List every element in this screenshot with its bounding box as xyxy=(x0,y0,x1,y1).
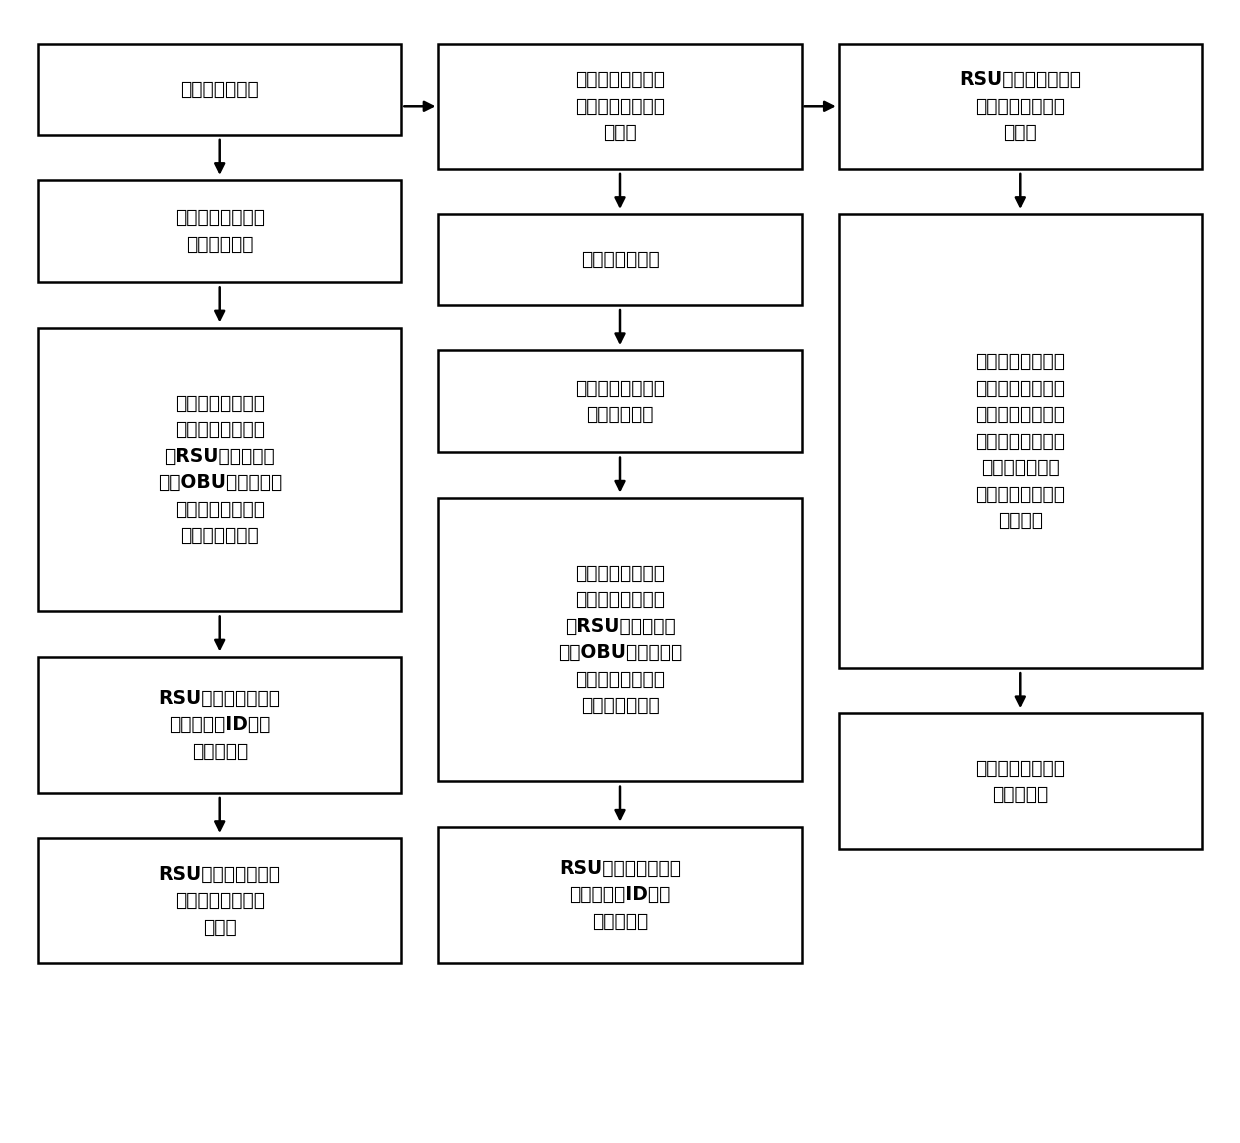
Text: 环路感应器感知车
辆停入停车位: 环路感应器感知车 辆停入停车位 xyxy=(175,208,264,254)
Text: 环路感应器感知车
辆驶离停车位: 环路感应器感知车 辆驶离停车位 xyxy=(575,378,665,424)
Bar xyxy=(438,826,802,962)
Text: 巡检车行驶经过该
停车位，巡检车上
的RSU发出询问信
号，OBU响应询问信
号，两者进行双向
通信和数据交换: 巡检车行驶经过该 停车位，巡检车上 的RSU发出询问信 号，OBU响应询问信 号… xyxy=(157,393,281,545)
Bar xyxy=(438,43,802,169)
Bar xyxy=(38,328,402,612)
Text: RSU获取车辆识别信
息，如汽车ID号、
车型等信息: RSU获取车辆识别信 息，如汽车ID号、 车型等信息 xyxy=(159,689,280,761)
Text: RSU获取车辆识别信
息，如汽车ID号、
车型等信息: RSU获取车辆识别信 息，如汽车ID号、 车型等信息 xyxy=(559,858,681,930)
Text: 数据处理单元接收
车位状态数据，根
据开始停车时间和
驶离时间，计算停
车时长和停车费
用，发起网上银行
自动扣费: 数据处理单元接收 车位状态数据，根 据开始停车时间和 驶离时间，计算停 车时长和… xyxy=(976,352,1065,530)
Text: 数据处理单元接收
车位状态数据，开
始计时: 数据处理单元接收 车位状态数据，开 始计时 xyxy=(575,70,665,142)
Text: RSU生成车位状态数
据，发送给数据处
理单元: RSU生成车位状态数 据，发送给数据处 理单元 xyxy=(159,864,280,936)
Text: RSU生成车位状态数
据，发送给数据处
理单元: RSU生成车位状态数 据，发送给数据处 理单元 xyxy=(960,70,1081,142)
Bar xyxy=(838,214,1202,668)
Bar xyxy=(38,656,402,793)
Bar xyxy=(438,497,802,782)
Bar xyxy=(38,181,402,282)
Bar xyxy=(38,43,402,135)
Bar xyxy=(38,838,402,962)
Bar xyxy=(838,43,1202,169)
Bar xyxy=(438,214,802,305)
Bar xyxy=(438,350,802,453)
Bar xyxy=(838,713,1202,849)
Text: 巡检车行驶经过该
停车位，巡检车上
的RSU发出询问信
号，OBU响应询问信
号，两者进行双向
通信和数据交换: 巡检车行驶经过该 停车位，巡检车上 的RSU发出询问信 号，OBU响应询问信 号… xyxy=(558,563,682,716)
Text: 车辆停入停车位: 车辆停入停车位 xyxy=(180,80,259,98)
Text: 车辆驶离停车位: 车辆驶离停车位 xyxy=(580,250,660,269)
Text: 一次完整的停车过
程就此完成: 一次完整的停车过 程就此完成 xyxy=(976,759,1065,805)
